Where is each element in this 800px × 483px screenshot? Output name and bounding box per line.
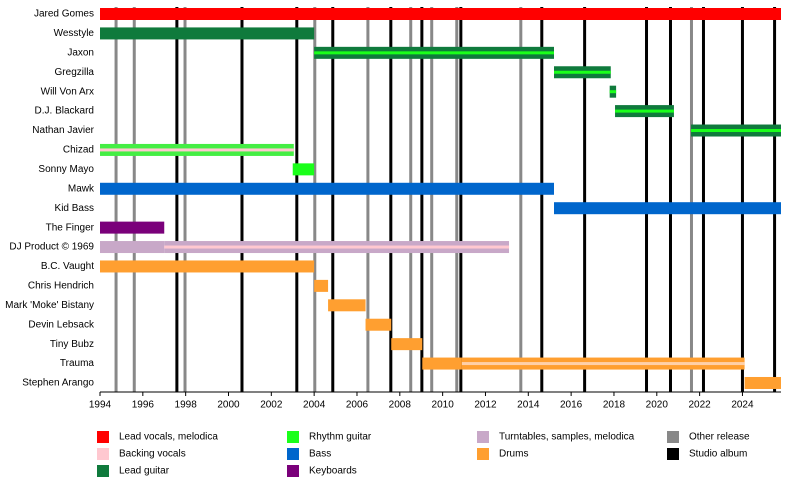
member-bar — [328, 299, 366, 312]
member-bar-stripe — [609, 90, 617, 94]
legend-swatch — [477, 448, 489, 460]
x-tick-label: 2012 — [474, 400, 497, 411]
member-label: DJ Product © 1969 — [9, 242, 94, 253]
member-label: Stephen Arango — [22, 378, 94, 389]
x-tick-label: 1994 — [89, 400, 112, 411]
member-label: Mawk — [68, 183, 95, 194]
legend-label: Drums — [499, 449, 528, 460]
member-bar-stripe — [314, 51, 554, 55]
member-bar — [100, 221, 165, 234]
member-label: Mark 'Moke' Bistany — [5, 300, 94, 311]
member-label: Kid Bass — [55, 203, 94, 214]
member-bar-stripe — [100, 148, 294, 152]
member-bar — [292, 163, 315, 176]
member-label: Chris Hendrich — [28, 281, 94, 292]
member-bar — [100, 8, 781, 20]
member-bar-stripe — [691, 129, 781, 133]
x-tick-label: 2022 — [688, 400, 711, 411]
member-bar — [391, 338, 423, 351]
x-tick-label: 1998 — [175, 400, 198, 411]
x-tick-label: 2004 — [303, 400, 326, 411]
legend-swatch — [97, 431, 109, 443]
legend-label: Turntables, samples, melodica — [499, 432, 635, 443]
legend-label: Keyboards — [309, 466, 357, 477]
legend-label: Lead vocals, melodica — [119, 432, 218, 443]
member-bar-stripe — [461, 362, 745, 366]
member-label: Devin Lebsack — [28, 319, 95, 330]
x-tick-label: 2018 — [603, 400, 626, 411]
member-bar-stripe — [164, 245, 510, 249]
member-label: Sonny Mayo — [38, 164, 94, 175]
legend-label: Bass — [309, 449, 331, 460]
legend-swatch — [667, 448, 679, 460]
member-bar-stripe — [615, 109, 674, 113]
legend-label: Backing vocals — [119, 449, 186, 460]
member-bar — [554, 202, 781, 215]
x-tick-label: 2020 — [646, 400, 669, 411]
member-label: Jared Gomes — [34, 9, 94, 20]
member-label: Jaxon — [67, 47, 94, 58]
member-label: Tiny Bubz — [50, 339, 94, 350]
legend-label: Lead guitar — [119, 466, 170, 477]
legend-swatch — [97, 465, 109, 477]
member-label: Chizad — [63, 145, 94, 156]
member-label: Nathan Javier — [32, 125, 94, 136]
x-tick-label: 2014 — [517, 400, 540, 411]
x-tick-label: 1996 — [132, 400, 155, 411]
member-label: The Finger — [46, 222, 95, 233]
member-label: D.J. Blackard — [35, 106, 94, 117]
legend-swatch — [287, 431, 299, 443]
member-bar — [100, 27, 315, 40]
member-label: Will Von Arx — [41, 86, 94, 97]
legend-swatch — [287, 465, 299, 477]
member-label: Trauma — [60, 358, 95, 369]
member-label: Wesstyle — [54, 28, 95, 39]
legend-label: Rhythm guitar — [309, 432, 372, 443]
member-bar — [744, 376, 781, 389]
legend-swatch — [477, 431, 489, 443]
legend-swatch — [667, 431, 679, 443]
member-bar — [100, 182, 554, 195]
x-tick-label: 2008 — [389, 400, 412, 411]
legend-label: Studio album — [689, 449, 747, 460]
member-bar-stripe — [554, 70, 611, 74]
member-label: B.C. Vaught — [41, 261, 94, 272]
member-bar — [100, 260, 315, 273]
member-bar — [100, 241, 165, 254]
x-tick-label: 2002 — [260, 400, 283, 411]
legend-swatch — [97, 448, 109, 460]
x-tick-label: 2024 — [731, 400, 754, 411]
x-tick-label: 2010 — [432, 400, 455, 411]
member-bar — [314, 279, 329, 292]
legend-swatch — [287, 448, 299, 460]
member-bar — [365, 318, 392, 331]
member-bar — [422, 357, 462, 370]
x-tick-label: 2016 — [560, 400, 583, 411]
x-tick-label: 2006 — [346, 400, 369, 411]
legend-label: Other release — [689, 432, 750, 443]
member-label: Gregzilla — [55, 67, 95, 78]
x-tick-label: 2000 — [217, 400, 240, 411]
